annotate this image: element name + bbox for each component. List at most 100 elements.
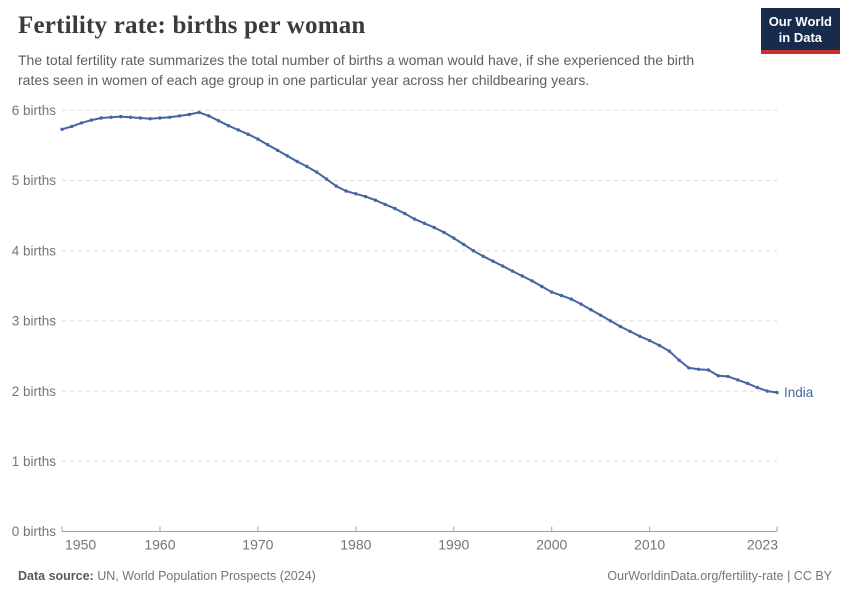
data-point xyxy=(363,194,368,199)
data-point xyxy=(520,274,524,278)
x-tick-label: 2023 xyxy=(747,537,778,553)
data-point xyxy=(256,137,260,141)
data-point xyxy=(422,221,427,225)
data-point xyxy=(618,324,622,329)
data-point xyxy=(530,279,534,283)
data-point xyxy=(275,148,280,152)
data-point xyxy=(745,381,750,386)
x-tick-label: 2000 xyxy=(536,537,567,553)
data-point xyxy=(246,132,250,136)
data-point xyxy=(491,259,495,263)
data-point xyxy=(589,308,593,312)
data-point xyxy=(226,124,231,128)
data-point xyxy=(657,343,662,348)
data-point xyxy=(559,293,564,298)
data-point xyxy=(628,329,632,334)
data-source-text: UN, World Population Prospects (2024) xyxy=(93,569,316,583)
data-point xyxy=(452,236,456,240)
data-point xyxy=(334,184,338,188)
data-point xyxy=(403,211,407,216)
x-tick-label: 1990 xyxy=(438,537,469,553)
data-point xyxy=(197,110,201,115)
y-tick-label: 1 births xyxy=(12,454,57,469)
data-point xyxy=(599,313,603,317)
data-point xyxy=(79,121,84,125)
y-tick-label: 5 births xyxy=(12,173,57,188)
data-point xyxy=(383,202,387,207)
x-tick-label: 2010 xyxy=(634,537,665,553)
data-point xyxy=(471,249,476,253)
data-point xyxy=(540,284,544,289)
data-point xyxy=(305,164,309,169)
footer-citation-link[interactable]: OurWorldinData.org/fertility-rate | CC B… xyxy=(607,569,832,583)
data-point xyxy=(550,290,554,294)
data-point xyxy=(569,297,573,301)
data-point xyxy=(608,319,613,323)
x-tick-label: 1970 xyxy=(242,537,273,553)
data-point xyxy=(442,230,446,235)
data-point xyxy=(344,189,348,193)
data-source: Data source: UN, World Population Prospe… xyxy=(18,569,316,583)
y-tick-label: 2 births xyxy=(12,384,57,399)
data-point xyxy=(89,118,94,122)
owid-logo-line2: in Data xyxy=(778,29,823,45)
data-point xyxy=(207,114,211,118)
data-point xyxy=(128,115,133,119)
data-point xyxy=(60,127,64,131)
data-point xyxy=(726,374,730,379)
data-point xyxy=(775,390,779,395)
data-point xyxy=(99,116,103,120)
data-point xyxy=(168,115,172,119)
data-point xyxy=(285,154,289,158)
data-point xyxy=(217,119,221,123)
data-point xyxy=(677,358,681,362)
data-point xyxy=(461,242,466,247)
x-tick-label: 1960 xyxy=(144,537,175,553)
data-point xyxy=(481,254,485,258)
data-point xyxy=(716,374,720,378)
y-tick-label: 6 births xyxy=(12,103,57,118)
series-end-label: India xyxy=(784,385,814,400)
data-point xyxy=(432,225,436,230)
data-point xyxy=(706,368,711,372)
data-point xyxy=(177,114,182,118)
owid-logo-line1: Our World xyxy=(768,14,832,29)
data-point xyxy=(501,264,505,268)
data-point xyxy=(755,385,760,390)
x-tick-label: 1980 xyxy=(340,537,371,553)
data-point xyxy=(295,159,299,164)
data-point xyxy=(70,124,74,129)
data-point xyxy=(373,198,378,202)
data-point xyxy=(119,114,123,119)
chart-subtitle: The total fertility rate summarizes the … xyxy=(18,52,695,88)
fertility-line-chart: 0 births 1 births 2 births 3 births 4 births… xyxy=(12,103,814,553)
data-source-label: Data source: xyxy=(18,569,94,583)
data-point xyxy=(736,378,740,382)
data-point xyxy=(187,112,191,117)
data-point xyxy=(236,128,240,132)
y-tick-label: 3 births xyxy=(12,314,57,329)
data-point xyxy=(324,177,329,181)
data-point xyxy=(266,143,270,147)
data-point xyxy=(109,115,113,119)
data-point xyxy=(354,192,358,196)
data-point xyxy=(765,389,769,393)
data-point xyxy=(315,170,319,174)
y-tick-label: 4 births xyxy=(12,243,57,258)
page-title: Fertility rate: births per woman xyxy=(18,12,366,39)
data-point xyxy=(412,217,417,221)
data-point xyxy=(510,269,515,273)
data-point xyxy=(648,338,652,343)
data-point xyxy=(638,334,642,338)
data-point xyxy=(687,366,691,370)
data-point xyxy=(579,302,583,306)
data-point xyxy=(667,349,671,353)
data-point xyxy=(696,367,701,371)
data-point xyxy=(158,116,162,120)
owid-logo[interactable]: Our World in Data xyxy=(760,8,840,55)
data-point xyxy=(148,117,152,121)
data-point xyxy=(138,116,143,120)
data-point xyxy=(393,206,397,211)
y-tick-label: 0 births xyxy=(12,524,57,539)
